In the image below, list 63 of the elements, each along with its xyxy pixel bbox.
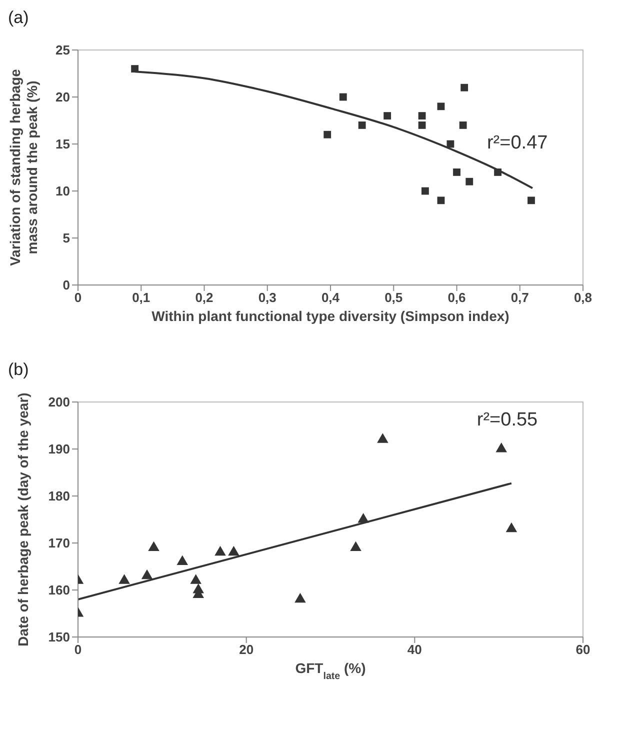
point — [294, 592, 306, 603]
point — [421, 187, 429, 195]
point — [339, 93, 347, 101]
y-tick-label: 180 — [48, 488, 70, 504]
point — [358, 512, 369, 523]
point — [528, 196, 535, 204]
x-tick-label: 0,8 — [574, 290, 592, 306]
annotation: r²=0.55 — [476, 410, 538, 430]
x-tick-label: 0,2 — [195, 290, 214, 306]
y-tick-label: 20 — [56, 90, 70, 105]
y-tick-label: 5 — [62, 230, 70, 246]
y-tick-label: 190 — [48, 442, 70, 457]
point — [418, 112, 426, 120]
y-tick-label: 160 — [48, 582, 70, 598]
point — [324, 130, 332, 138]
point — [358, 121, 366, 129]
point — [437, 196, 445, 204]
x-tick-label: 20 — [239, 642, 254, 658]
y-tick-label: 25 — [56, 42, 70, 58]
chart-title: (a) — [8, 8, 30, 29]
point — [350, 541, 362, 551]
chart-title: (b) — [8, 360, 30, 381]
y-tick-label: 15 — [56, 136, 70, 152]
point — [214, 546, 226, 556]
point — [377, 433, 388, 443]
point — [437, 102, 445, 110]
point — [118, 574, 130, 584]
x-axis-title: Within plant functional type diversity (Simpson index) — [152, 308, 510, 324]
y-axis-title: Variation of standing herbage mass around the peak (%) — [7, 68, 40, 266]
point — [176, 555, 188, 566]
annotation: r²=0.47 — [486, 132, 548, 154]
x-tick-label: 0,7 — [510, 290, 529, 306]
x-tick-label: 0,6 — [448, 290, 466, 306]
point — [506, 522, 518, 532]
x-tick-label: 0,4 — [321, 290, 340, 306]
x-tick-label: 0,3 — [258, 290, 276, 306]
x-tick-label: 60 — [576, 642, 590, 658]
point — [496, 442, 507, 452]
point — [131, 65, 139, 73]
x-axis-title: GFT$_{late}$ (%) — [295, 660, 366, 682]
y-tick-label: 150 — [48, 630, 70, 645]
x-tick-label: 40 — [407, 642, 422, 658]
y-tick-label: 10 — [56, 184, 70, 199]
y-tick-label: 0 — [62, 278, 70, 293]
point — [228, 546, 240, 556]
x-tick-label: 0,1 — [132, 290, 150, 306]
y-axis-title: Date of herbage peak (day of the year) — [15, 392, 31, 646]
point — [453, 168, 460, 176]
point — [459, 121, 467, 129]
point — [190, 574, 202, 584]
point — [494, 168, 502, 176]
point — [418, 121, 426, 129]
point — [141, 569, 153, 580]
x-tick-label: 0 — [74, 290, 82, 306]
point — [446, 140, 454, 148]
y-tick-label: 170 — [48, 536, 70, 551]
point — [466, 178, 474, 186]
point — [384, 112, 392, 120]
x-tick-label: 0,5 — [384, 290, 403, 306]
point — [148, 541, 160, 551]
y-tick-label: 200 — [48, 394, 70, 410]
point — [460, 84, 468, 92]
x-tick-label: 0 — [74, 642, 82, 658]
